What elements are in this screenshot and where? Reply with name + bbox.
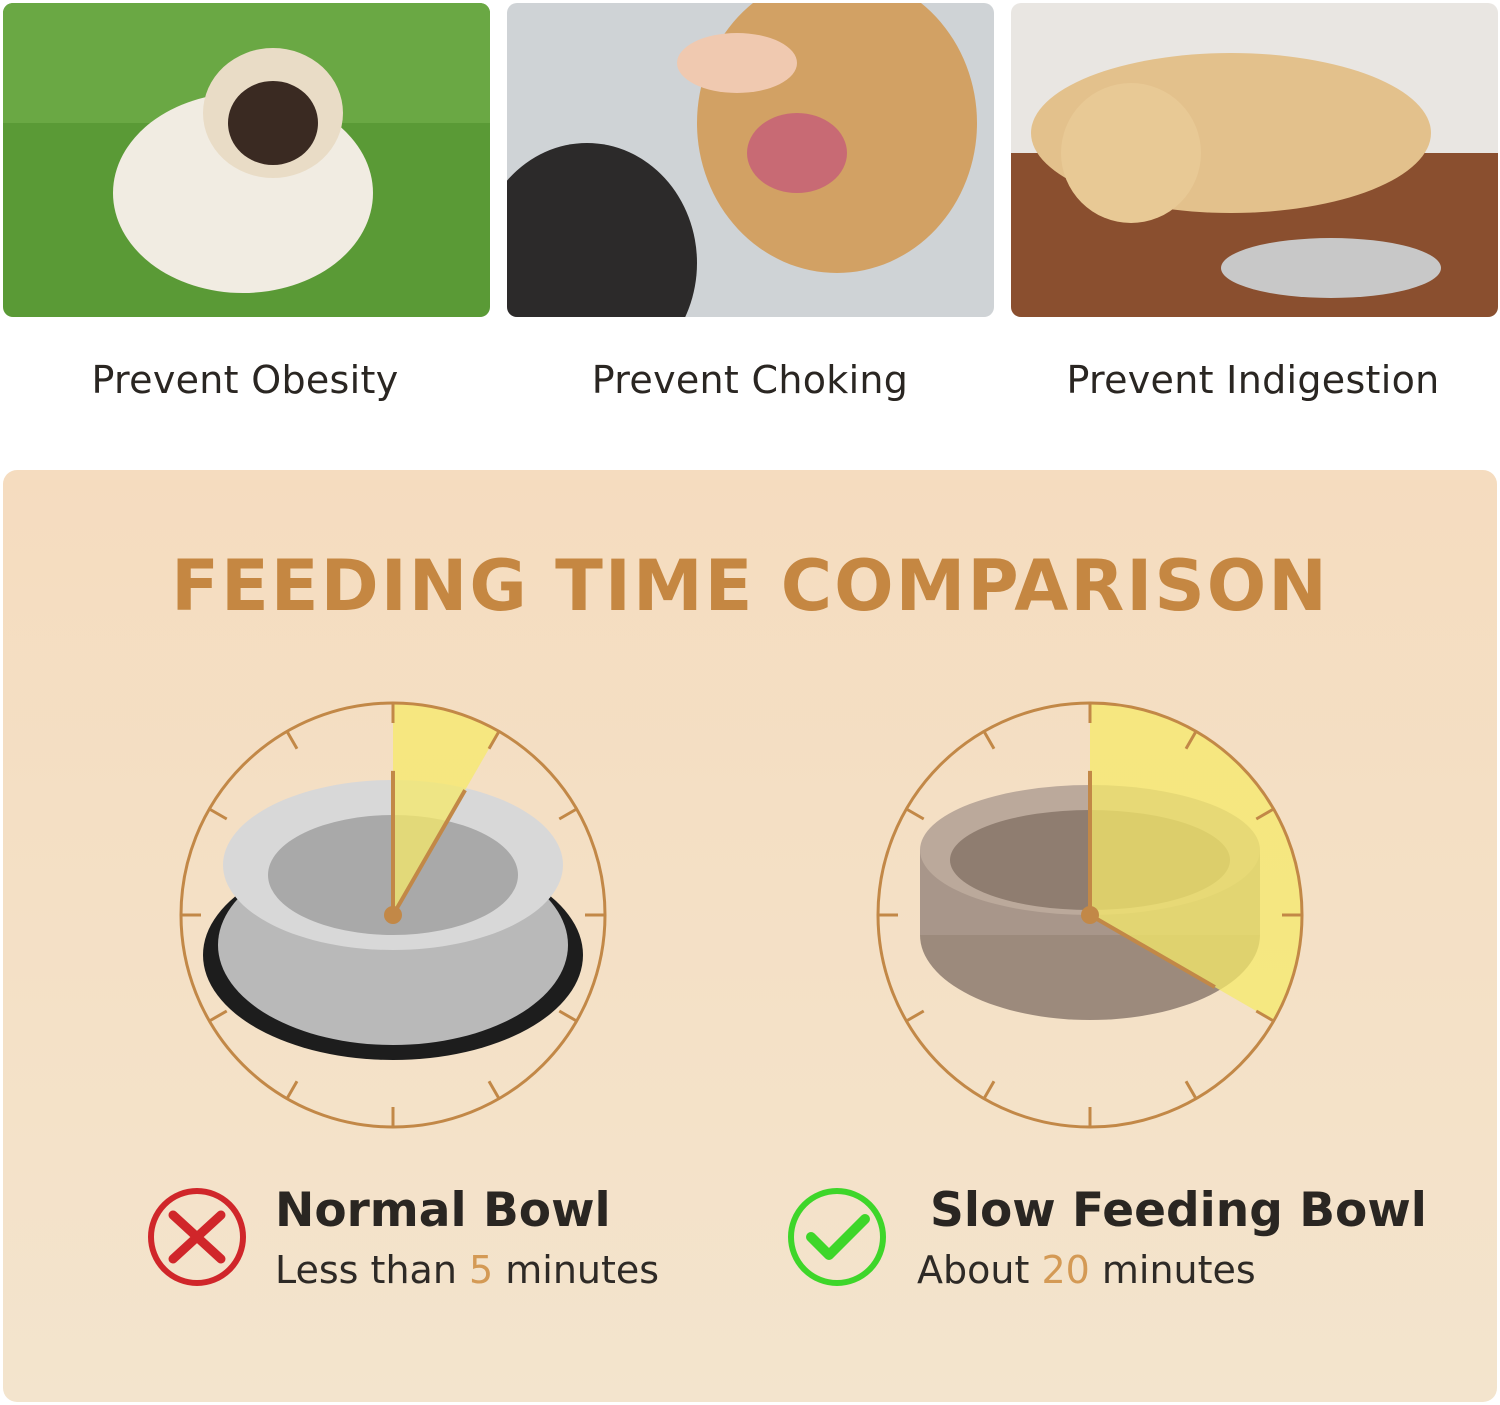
clock-tick — [285, 1080, 299, 1100]
elapsed-time-wedge — [1090, 703, 1302, 1021]
steel-bowl-image — [203, 780, 583, 1060]
clock-tick — [487, 1080, 501, 1100]
caption-indigestion: Prevent Indigestion — [1066, 358, 1440, 402]
clock-tick — [285, 730, 299, 750]
normal-bowl-clock — [179, 701, 607, 1129]
clock-center — [384, 906, 402, 924]
dog-lying-bowl-photo — [1011, 3, 1498, 317]
slow-bowl-name: Slow Feeding Bowl — [930, 1183, 1427, 1238]
slow-bowl-time: About 20 minutes — [917, 1248, 1256, 1292]
time-suffix: minutes — [1089, 1248, 1256, 1292]
time-prefix: About — [917, 1248, 1042, 1292]
clock-tick — [982, 1080, 996, 1100]
clock-tick — [558, 807, 578, 821]
caption-choking: Prevent Choking — [591, 358, 909, 402]
clock-tick — [1184, 1080, 1198, 1100]
slow-bowl-clock — [876, 701, 1304, 1129]
clock-tick — [208, 807, 228, 821]
time-value: 20 — [1041, 1248, 1090, 1292]
clock-tick — [1255, 807, 1275, 821]
clock-tick — [208, 1009, 228, 1023]
clock-hand-end — [1089, 913, 1216, 989]
time-suffix: minutes — [493, 1248, 660, 1292]
comparison-title: FEEDING TIME COMPARISON — [171, 545, 1329, 627]
normal-bowl-name: Normal Bowl — [275, 1183, 611, 1238]
dog-mouth-photo — [507, 3, 994, 317]
time-value: 5 — [469, 1248, 494, 1292]
clock-tick — [982, 730, 996, 750]
clock-tick — [905, 1009, 925, 1023]
clock-tick — [905, 807, 925, 821]
x-icon — [148, 1188, 246, 1286]
clock-tick — [558, 1009, 578, 1023]
clock-tick — [487, 730, 501, 750]
clock-hand-end — [391, 789, 467, 916]
clock-tick — [1184, 730, 1198, 750]
pug-photo — [3, 3, 490, 317]
check-icon — [788, 1188, 886, 1286]
normal-bowl-time: Less than 5 minutes — [275, 1248, 659, 1292]
clock-center — [1081, 906, 1099, 924]
clock-tick — [1255, 1009, 1275, 1023]
caption-obesity: Prevent Obesity — [91, 358, 399, 402]
elapsed-time-wedge — [393, 703, 499, 915]
time-prefix: Less than — [275, 1248, 469, 1292]
